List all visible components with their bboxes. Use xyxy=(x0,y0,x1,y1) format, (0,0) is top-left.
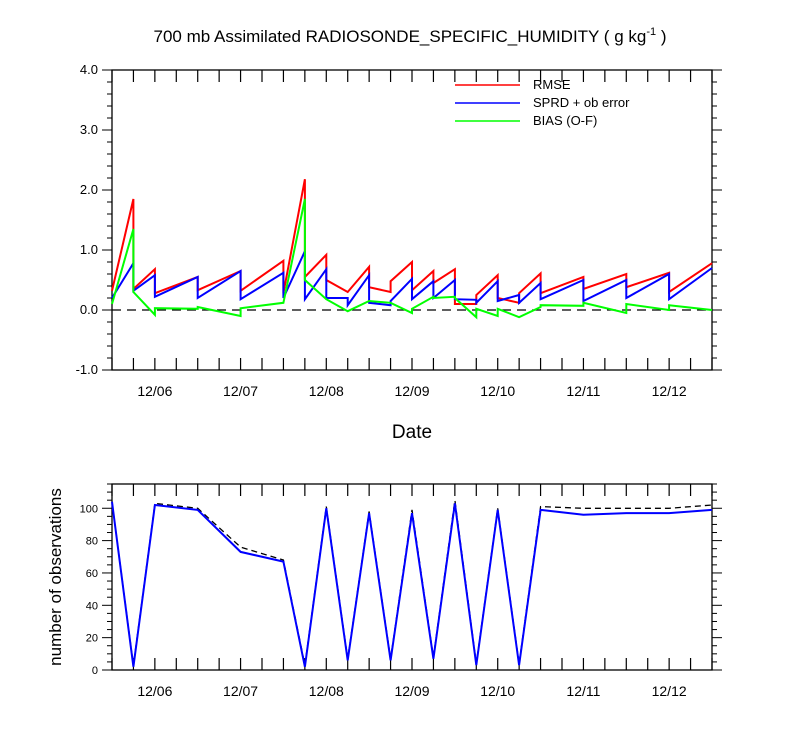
top-ytick-label: 2.0 xyxy=(80,182,98,197)
bottom-ytick-label: 20 xyxy=(86,633,98,645)
bottom-ytick-label: 80 xyxy=(86,536,98,548)
title-suffix: ) xyxy=(656,27,666,46)
legend: RMSE SPRD + ob error BIAS (O-F) xyxy=(455,77,630,128)
bottom-xtick-label: 12/07 xyxy=(223,683,258,699)
chart-title: 700 mb Assimilated RADIOSONDE_SPECIFIC_H… xyxy=(154,26,667,46)
top-xtick-label: 12/08 xyxy=(309,383,344,399)
legend-sprd-label: SPRD + ob error xyxy=(533,95,630,110)
top-xtick-label: 12/12 xyxy=(652,383,687,399)
legend-rmse-label: RMSE xyxy=(533,77,571,92)
bottom-xtick-label: 12/06 xyxy=(137,683,172,699)
top-xtick-label: 12/11 xyxy=(566,383,600,399)
bottom-ytick-label: 100 xyxy=(80,503,98,515)
bottom-xtick-label: 12/08 xyxy=(309,683,344,699)
top-series-sprd-ob-error xyxy=(111,250,713,309)
legend-bias-label: BIAS (O-F) xyxy=(533,113,597,128)
title-main: 700 mb Assimilated RADIOSONDE_SPECIFIC_H… xyxy=(154,27,647,46)
top-ytick-label: 0.0 xyxy=(80,302,98,317)
bottom-series-observations-assimilated xyxy=(111,501,713,668)
bottom-plot-area: 0 20 40 60 80 100 12/06 12/07 12/08 12/09 12/10 12/… xyxy=(80,483,722,699)
top-xtick-label: 12/09 xyxy=(394,383,429,399)
bottom-ytick-label: 60 xyxy=(86,568,98,580)
top-plot-area: -1.0 0.0 1.0 2.0 3.0 4.0 12/06 12/07 12/08 12/09 1… xyxy=(76,62,722,399)
bottom-xtick-label: 12/10 xyxy=(480,683,515,699)
title-exponent: -1 xyxy=(646,26,656,38)
top-ytick-label: 4.0 xyxy=(80,62,98,77)
top-series-rmse xyxy=(111,179,713,305)
top-xtick-label: 12/10 xyxy=(480,383,515,399)
top-frame xyxy=(111,69,713,371)
bottom-ytick-label: 0 xyxy=(92,665,98,677)
bottom-xtick-label: 12/11 xyxy=(566,683,600,699)
x-axis-title: Date xyxy=(392,422,432,443)
top-ytick-label: 3.0 xyxy=(80,122,98,137)
top-ytick-label: -1.0 xyxy=(76,362,98,377)
top-xtick-label: 12/06 xyxy=(137,383,172,399)
y-axis-title-bottom: number of observations xyxy=(46,488,65,666)
top-series-bias-o-f xyxy=(111,198,713,320)
bottom-xtick-label: 12/09 xyxy=(394,683,429,699)
top-ytick-label: 1.0 xyxy=(80,242,98,257)
bottom-ytick-label: 40 xyxy=(86,600,98,612)
bottom-xtick-label: 12/12 xyxy=(652,683,687,699)
bottom-series-observations-possible xyxy=(111,500,713,666)
top-xtick-label: 12/07 xyxy=(223,383,258,399)
